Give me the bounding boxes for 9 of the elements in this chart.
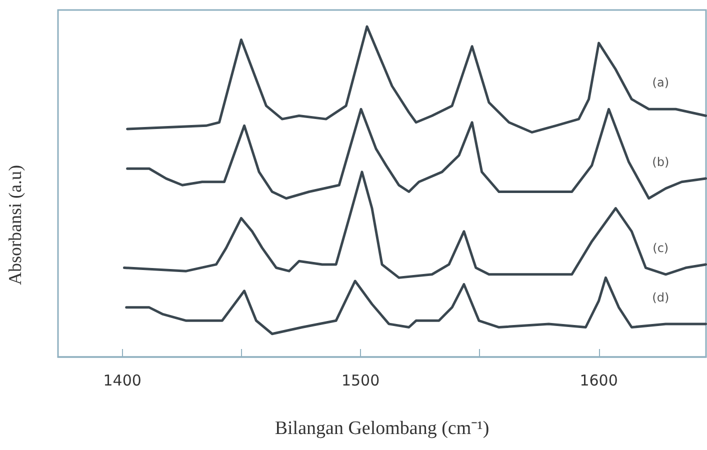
x-tick-label: 1400 — [103, 372, 142, 390]
series-label: (c) — [652, 240, 669, 255]
x-tick-label: 1600 — [580, 372, 618, 390]
series-label: (a) — [652, 76, 669, 90]
x-axis-title: Bilangan Gelombang (cm⁻¹) — [274, 418, 490, 439]
y-axis-title: Absorbansi (a.u) — [5, 165, 25, 285]
x-tick-label: 1500 — [341, 372, 380, 390]
series-label: (b) — [652, 155, 670, 170]
series-label: (d) — [652, 290, 670, 305]
